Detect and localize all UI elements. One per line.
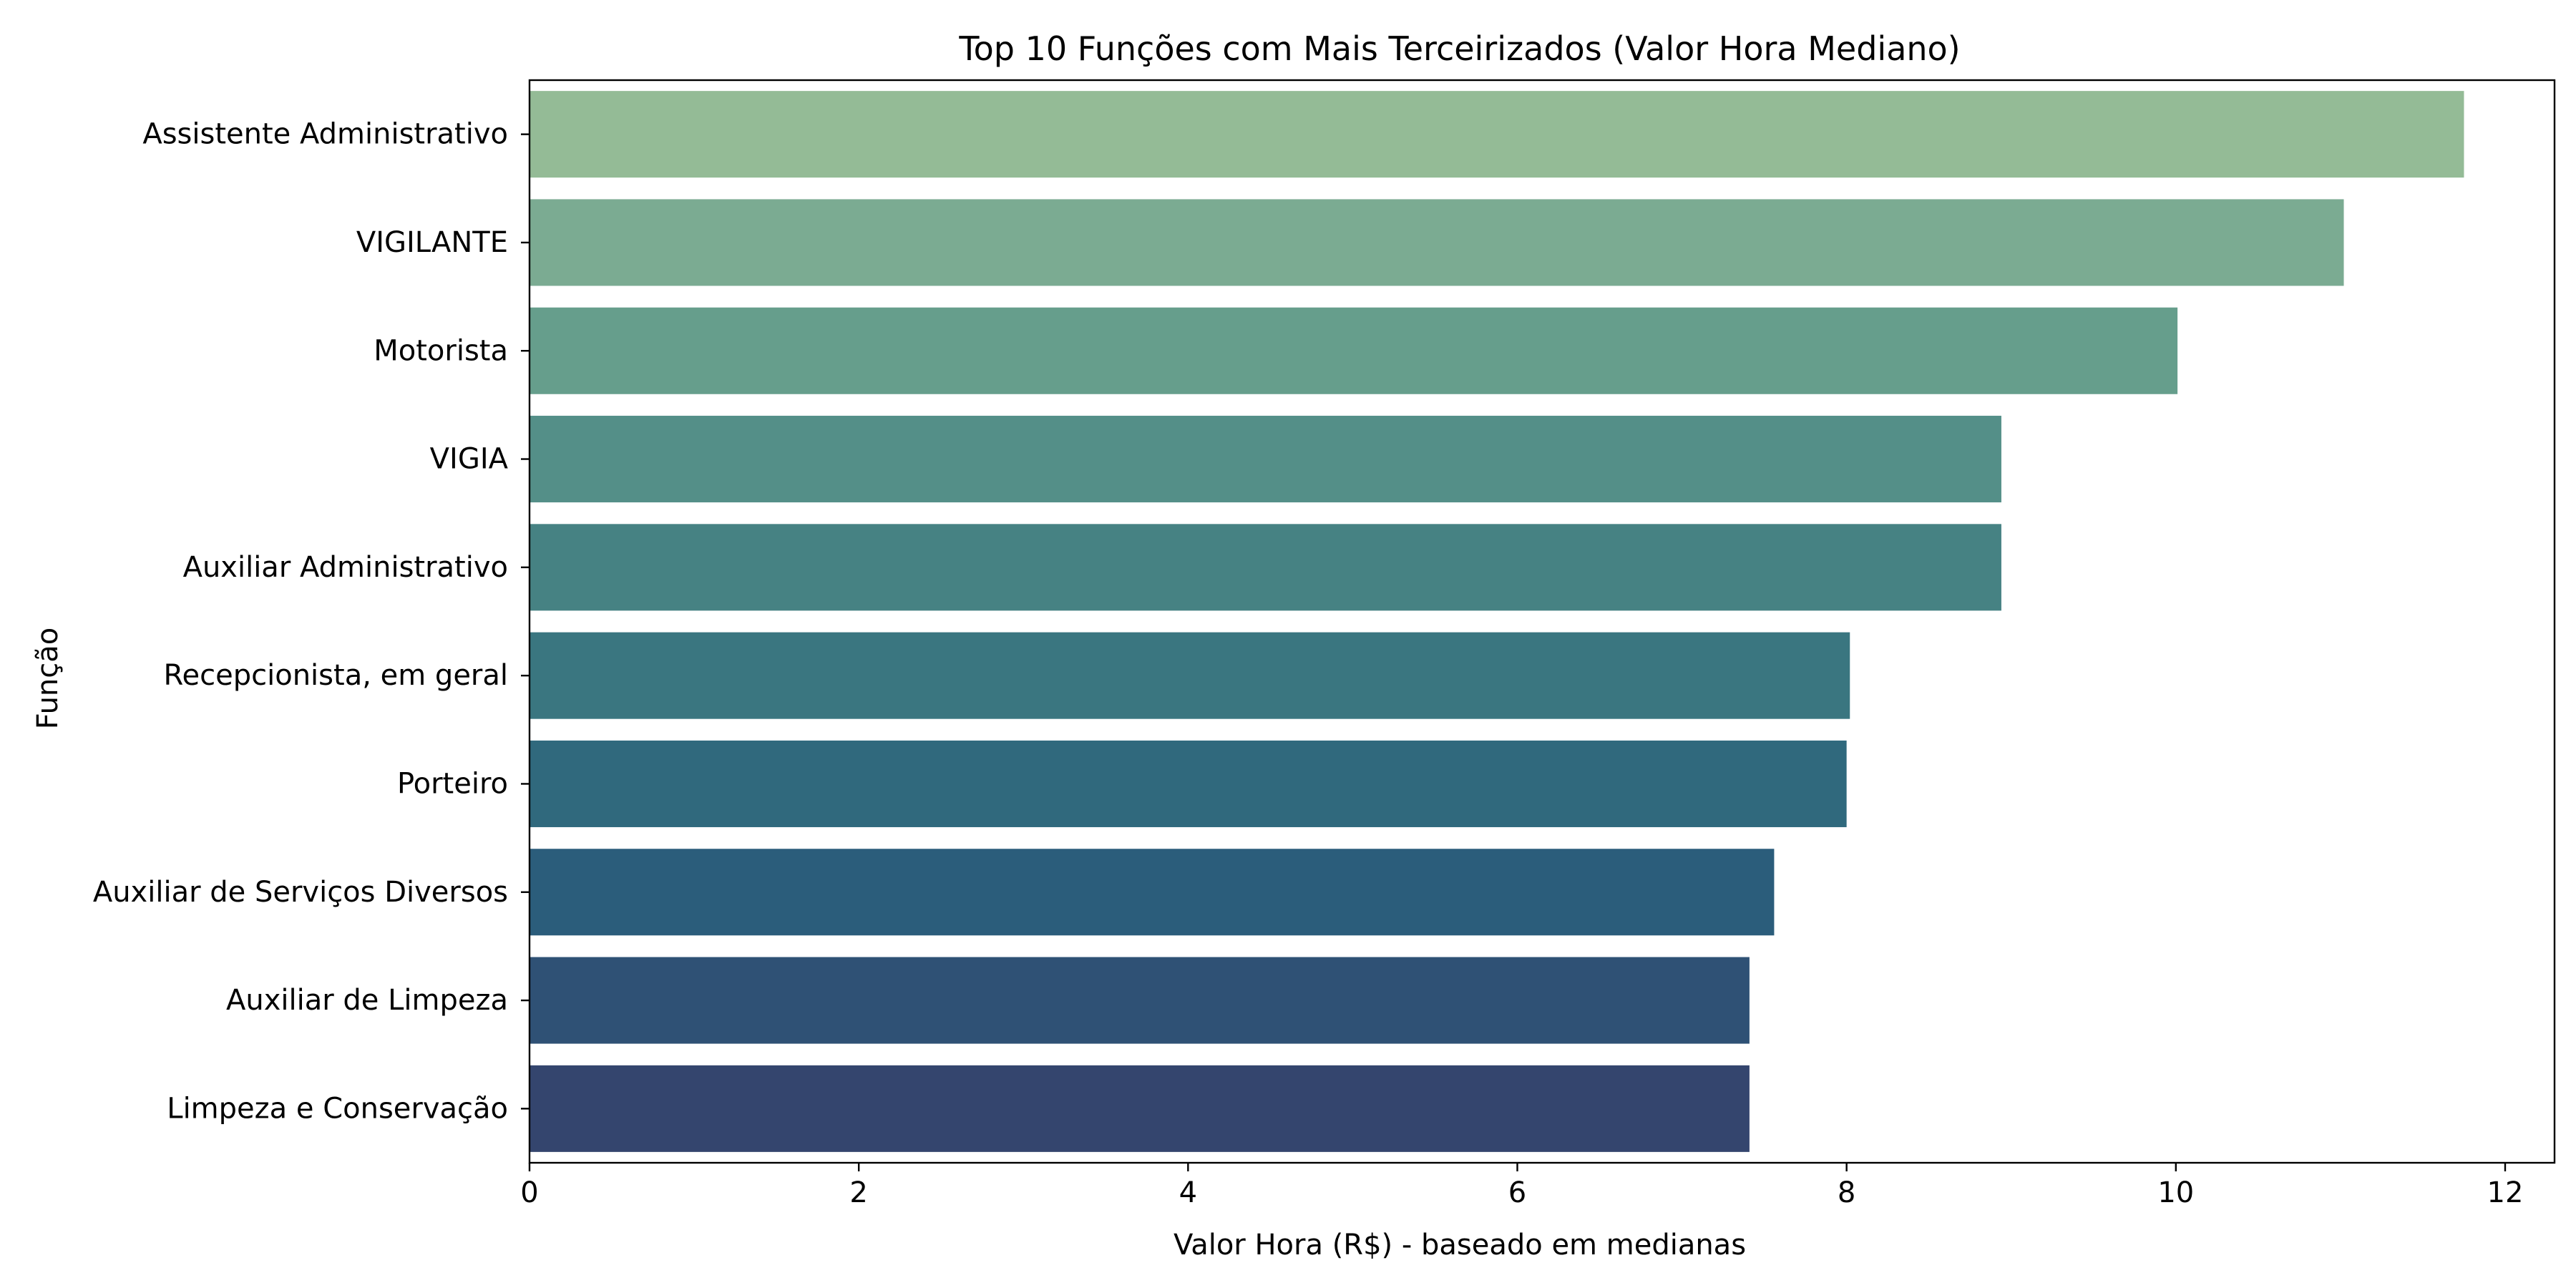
bar: [530, 307, 2178, 394]
bar: [530, 632, 1850, 719]
bar: [530, 740, 1847, 827]
bars-group: [530, 91, 2464, 1152]
x-tick-label: 8: [1838, 1176, 1855, 1209]
y-tick-label: Assistente Administrativo: [142, 118, 508, 151]
y-tick-label: Auxiliar de Serviços Diversos: [93, 876, 508, 909]
y-tick-label: VIGIA: [430, 443, 509, 476]
bar: [530, 416, 2001, 503]
bar: [530, 849, 1775, 936]
chart-title: Top 10 Funções com Mais Terceirizados (V…: [958, 29, 1960, 68]
y-tick-label: Motorista: [374, 334, 508, 367]
bar: [530, 524, 2001, 611]
y-tick-label: Recepcionista, em geral: [164, 659, 508, 692]
x-tick-label: 2: [849, 1176, 867, 1209]
y-axis-label: Função: [31, 628, 64, 730]
x-axis-label: Valor Hora (R$) - baseado em medianas: [1174, 1229, 1746, 1262]
y-tick-label: Auxiliar de Limpeza: [226, 984, 508, 1017]
y-tick-label: Auxiliar Administrativo: [183, 551, 508, 584]
bar: [530, 1065, 1750, 1152]
bar: [530, 957, 1750, 1044]
x-tick-label: 0: [520, 1176, 538, 1209]
x-tick-label: 6: [1508, 1176, 1526, 1209]
y-tick-label: VIGILANTE: [356, 226, 508, 259]
y-axis: Assistente Administrativo VIGILANTE Motori…: [93, 118, 530, 1125]
bar: [530, 199, 2344, 286]
x-tick-label: 10: [2157, 1176, 2194, 1209]
x-axis: 0 2 4 6 8 10 12: [520, 1163, 2523, 1209]
plot-frame: [528, 79, 2556, 1164]
x-tick-label: 4: [1179, 1176, 1197, 1209]
y-tick-label: Porteiro: [397, 767, 508, 800]
x-tick-label: 12: [2487, 1176, 2524, 1209]
y-tick-label: Limpeza e Conservação: [167, 1092, 508, 1125]
bar: [530, 91, 2464, 178]
